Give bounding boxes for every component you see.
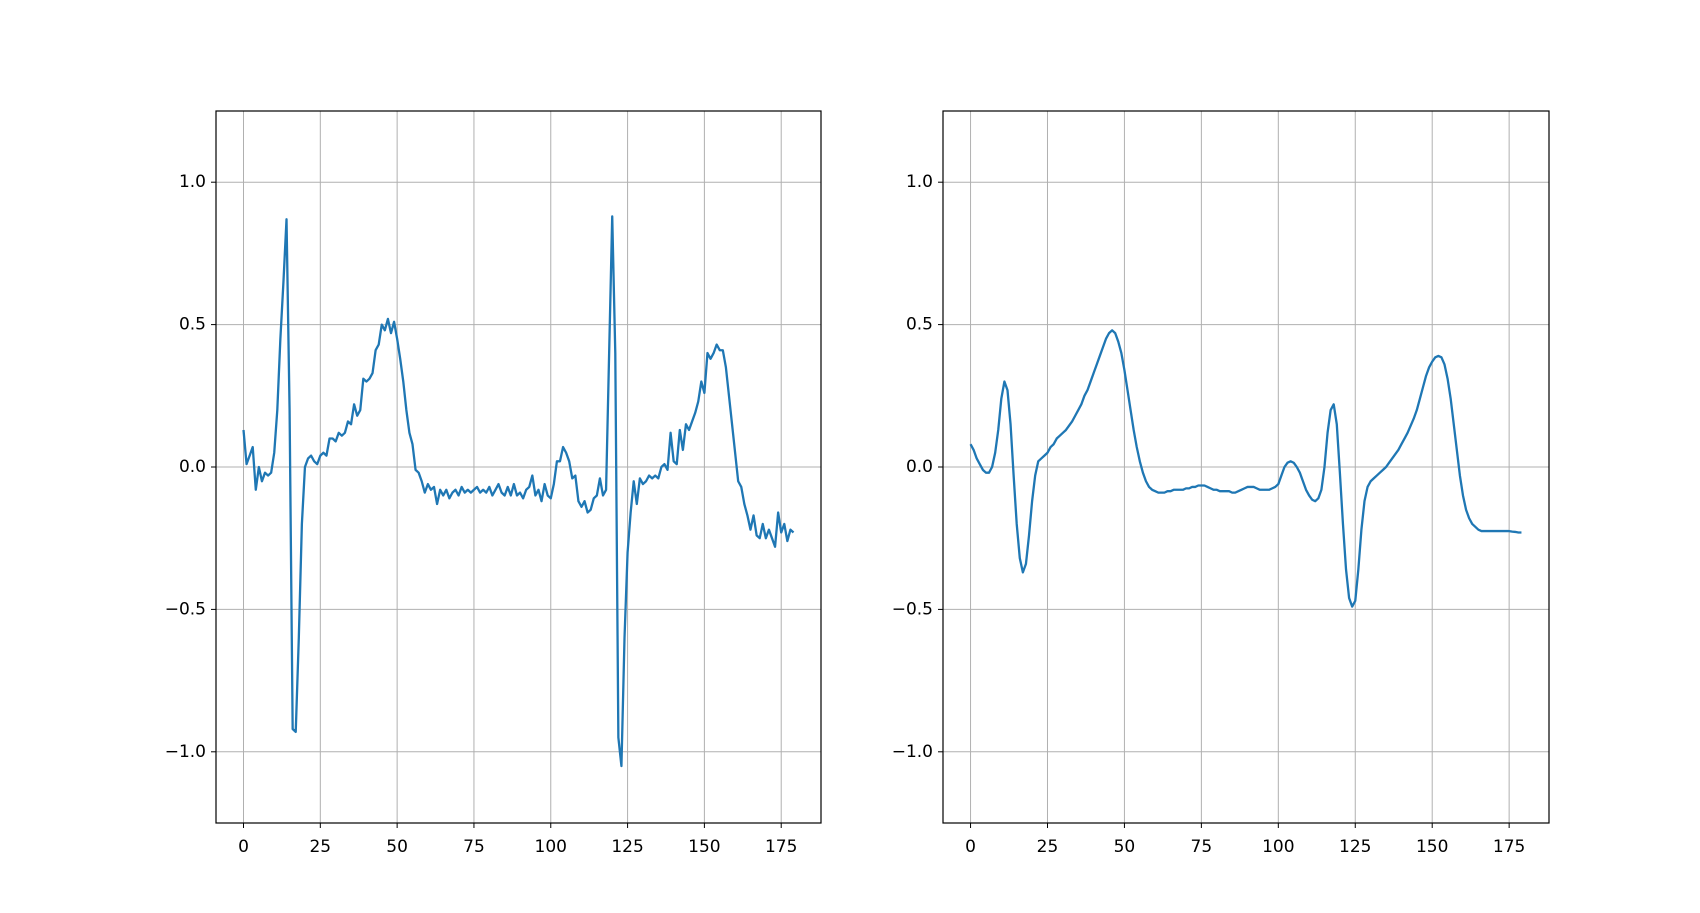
x-tick-label: 75: [1191, 837, 1213, 857]
x-tick-label: 25: [1037, 837, 1059, 857]
y-tick-label: −1.0: [165, 742, 206, 762]
axes-frame: [215, 110, 822, 824]
x-tick-label: 50: [1114, 837, 1136, 857]
x-tick-label: 175: [765, 837, 797, 857]
y-tick-label: 0.0: [179, 457, 206, 477]
y-tick-label: 1.0: [179, 172, 206, 192]
y-tick-label: −0.5: [892, 599, 933, 619]
y-tick-label: 0.0: [906, 457, 933, 477]
x-tick-label: 175: [1493, 837, 1525, 857]
x-tick-label: 125: [611, 837, 643, 857]
x-tick-label: 0: [238, 837, 249, 857]
x-tick-label: 0: [965, 837, 976, 857]
x-tick-label: 100: [1262, 837, 1294, 857]
x-tick-label: 100: [535, 837, 567, 857]
y-tick-label: 0.5: [906, 315, 933, 335]
axes-frame: [942, 110, 1550, 824]
x-tick-label: 25: [309, 837, 331, 857]
data-line: [969, 329, 1522, 608]
x-tick-label: 150: [1416, 837, 1448, 857]
y-tick-label: −1.0: [892, 742, 933, 762]
y-tick-label: 1.0: [906, 172, 933, 192]
x-tick-label: 50: [386, 837, 408, 857]
x-tick-label: 150: [688, 837, 720, 857]
y-tick-label: −0.5: [165, 599, 206, 619]
x-tick-label: 75: [463, 837, 485, 857]
y-tick-label: 0.5: [179, 315, 206, 335]
x-tick-label: 125: [1339, 837, 1371, 857]
data-line: [242, 215, 795, 768]
